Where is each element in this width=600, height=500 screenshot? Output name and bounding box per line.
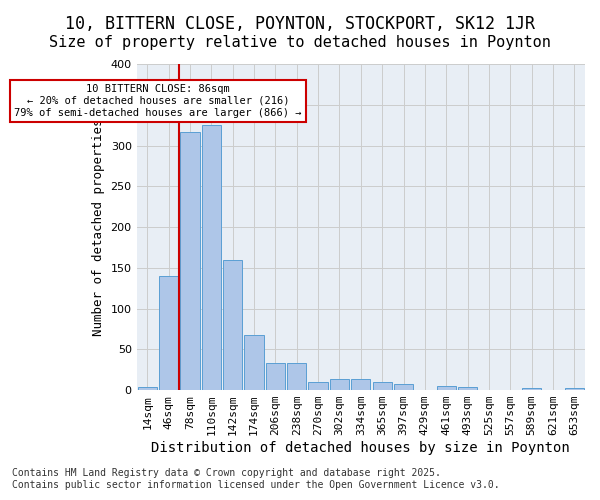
X-axis label: Distribution of detached houses by size in Poynton: Distribution of detached houses by size … [151, 441, 570, 455]
Bar [181, 132, 200, 390]
Bar [202, 125, 221, 390]
Bar [223, 260, 242, 390]
Text: Contains HM Land Registry data © Crown copyright and database right 2025.
Contai: Contains HM Land Registry data © Crown c… [12, 468, 500, 490]
Bar [522, 388, 541, 390]
Bar [351, 378, 370, 390]
Bar [137, 387, 157, 390]
Bar [287, 363, 307, 390]
Bar [330, 380, 349, 390]
Bar [308, 382, 328, 390]
Bar [266, 363, 285, 390]
Bar [458, 387, 477, 390]
Bar [159, 276, 178, 390]
Bar [244, 334, 263, 390]
Bar [565, 388, 584, 390]
Y-axis label: Number of detached properties: Number of detached properties [92, 118, 105, 336]
Bar [394, 384, 413, 390]
Text: 10, BITTERN CLOSE, POYNTON, STOCKPORT, SK12 1JR: 10, BITTERN CLOSE, POYNTON, STOCKPORT, S… [65, 15, 535, 33]
Text: Size of property relative to detached houses in Poynton: Size of property relative to detached ho… [49, 35, 551, 50]
Bar [437, 386, 456, 390]
Text: 10 BITTERN CLOSE: 86sqm
← 20% of detached houses are smaller (216)
79% of semi-d: 10 BITTERN CLOSE: 86sqm ← 20% of detache… [14, 84, 302, 117]
Bar [373, 382, 392, 390]
